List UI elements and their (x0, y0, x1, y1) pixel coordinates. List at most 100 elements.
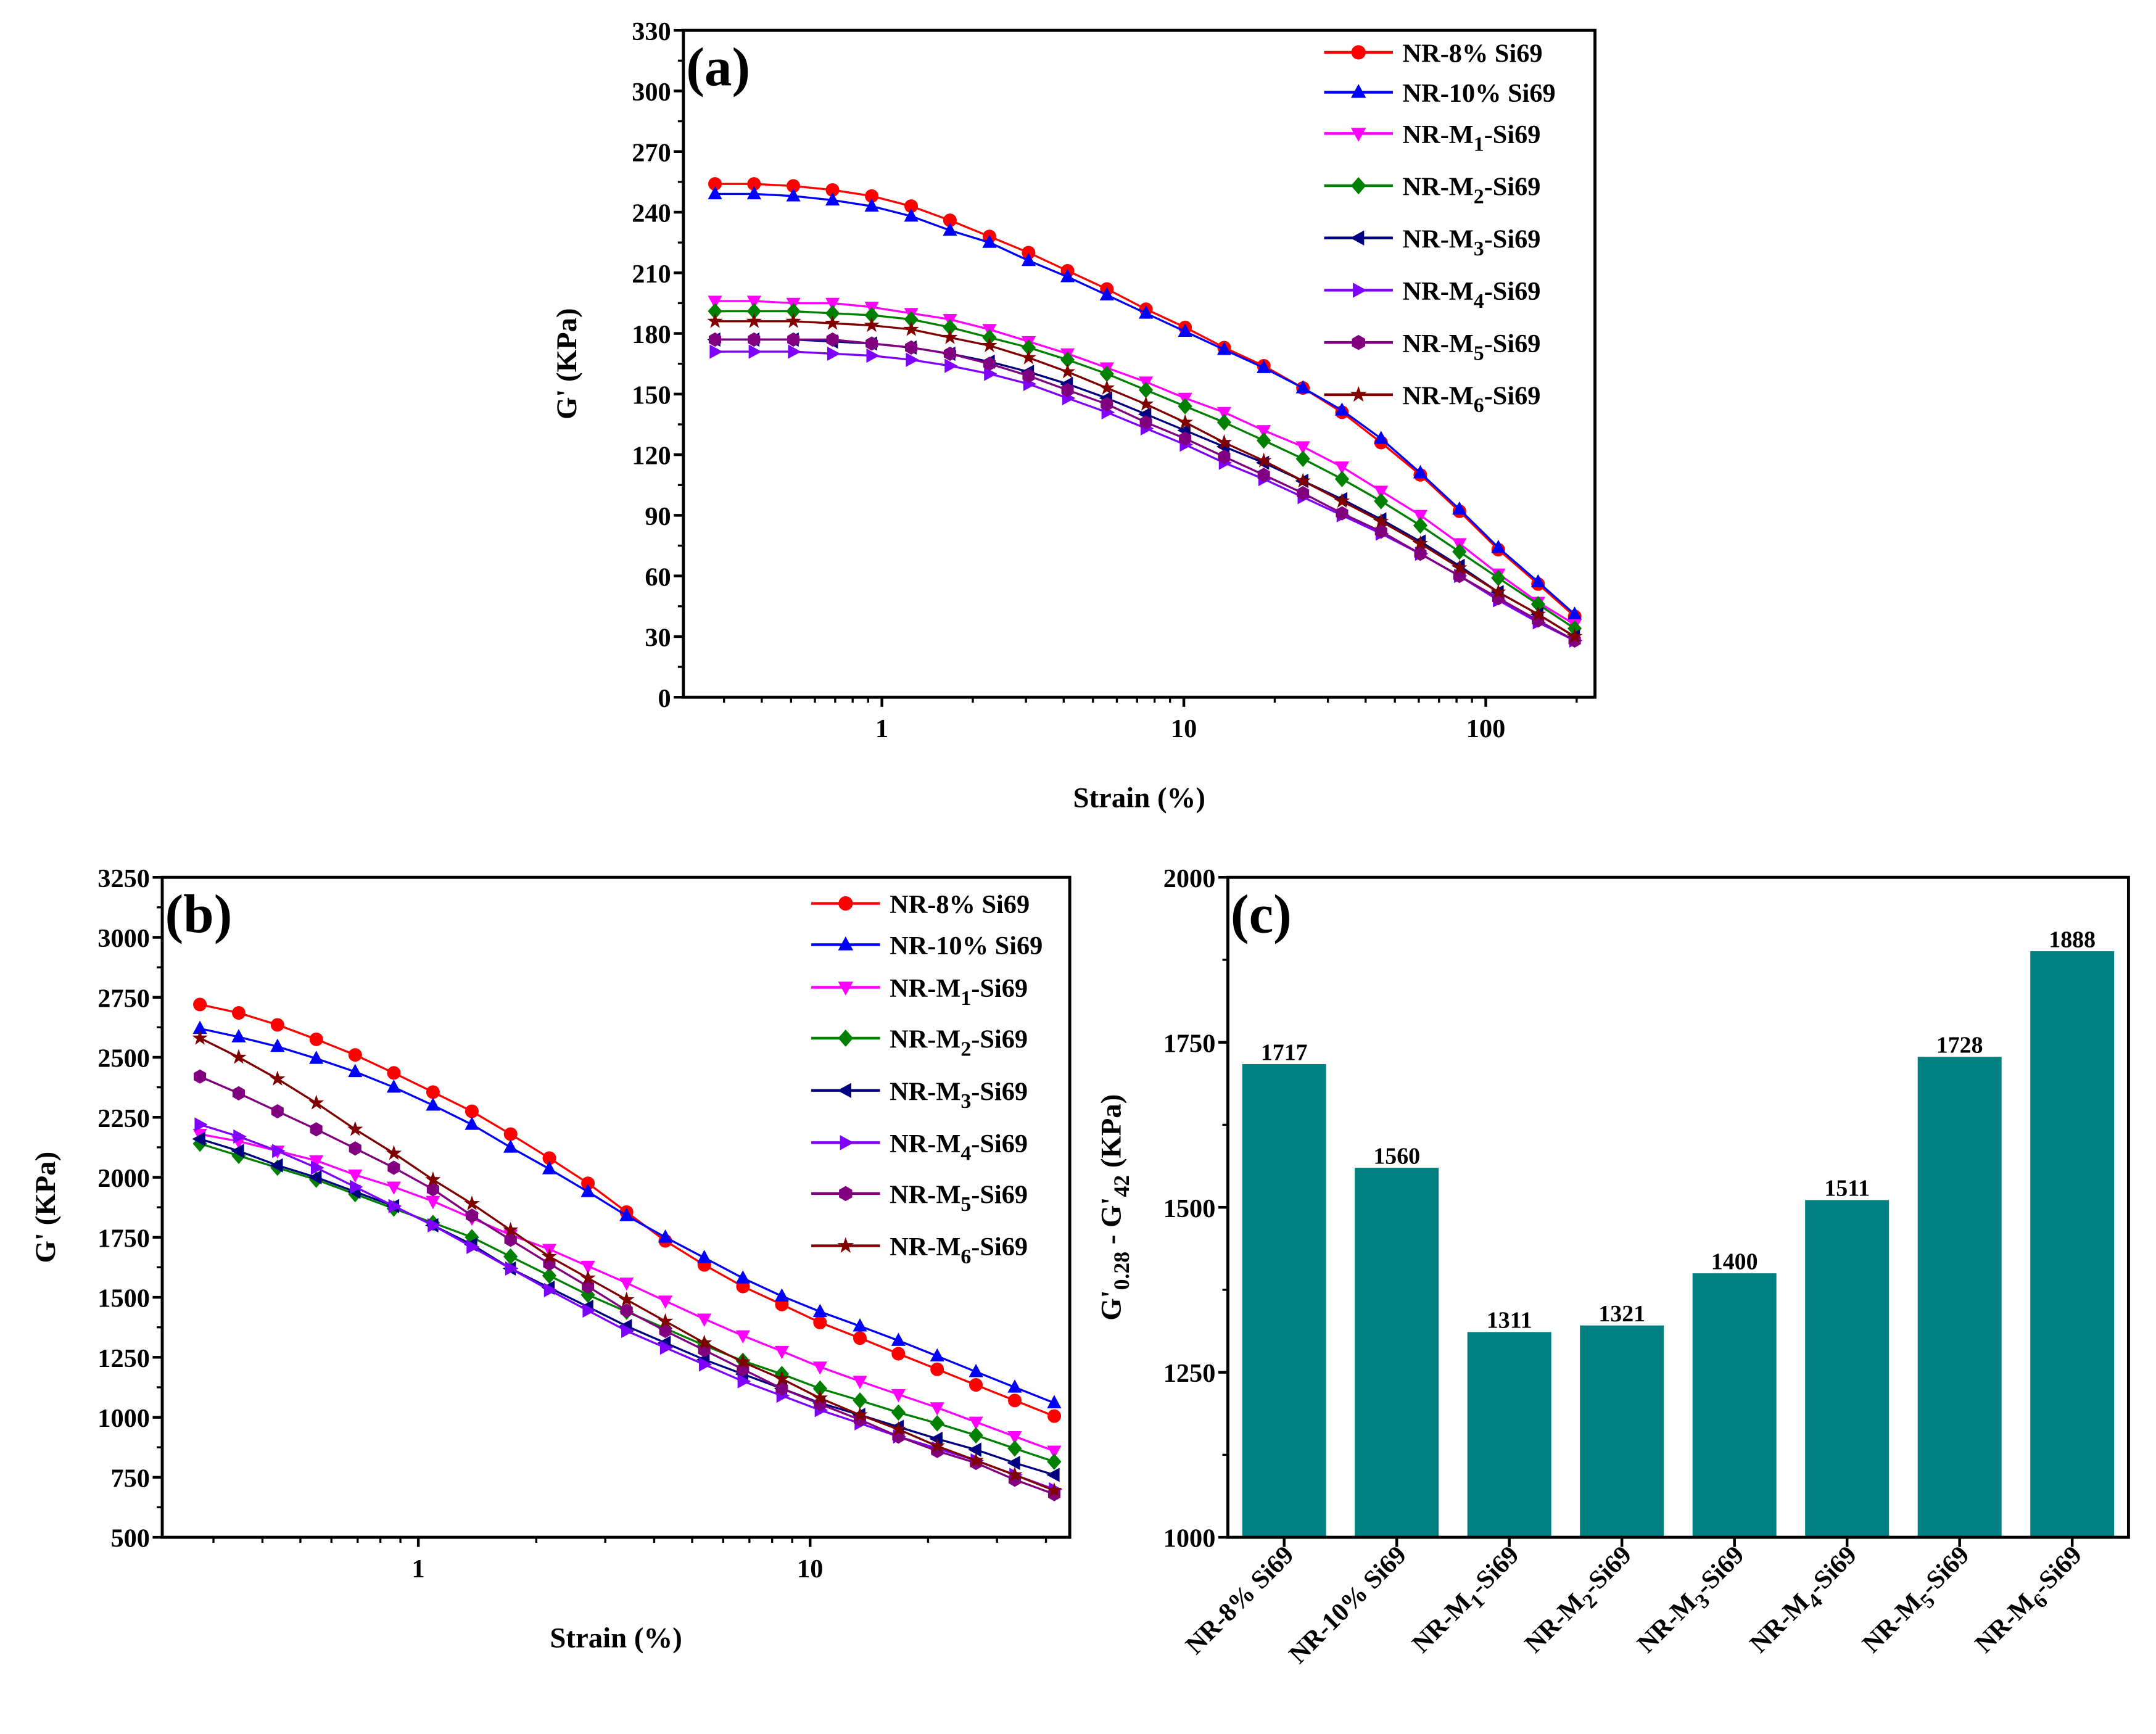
marker-triangle-up (838, 936, 854, 951)
marker-diamond (1452, 543, 1467, 560)
marker-circle (193, 997, 207, 1012)
marker-triangle-up (270, 1038, 285, 1052)
marker-triangle-down (619, 1278, 634, 1291)
marker-triangle-right (272, 1144, 286, 1158)
series-nr-m6-si69 (707, 313, 1583, 643)
x-tick-label: NR-M2-Si69 (1519, 1540, 1642, 1663)
marker-diamond (542, 1267, 557, 1284)
y-tick-label: 0 (658, 684, 671, 713)
marker-triangle-down (930, 1402, 944, 1416)
marker-hexagon (1179, 431, 1192, 446)
legend-item: NR-M4-Si69 (1324, 277, 1540, 313)
y-tick-label: 180 (632, 320, 671, 349)
marker-triangle-right (659, 1340, 674, 1355)
legend-label: NR-10% Si69 (1403, 79, 1556, 108)
marker-triangle-right (698, 1357, 712, 1372)
marker-triangle-right (233, 1129, 247, 1144)
legend-label: NR-M4-Si69 (890, 1129, 1028, 1165)
marker-diamond (825, 305, 840, 322)
panel-b: 500 750 1000 1250 1500 1750 2000 2250 2500 2750 30… (30, 864, 1072, 1654)
legend-item: NR-10% Si69 (811, 931, 1043, 960)
bar-value-label: 1888 (2049, 927, 2096, 952)
marker-hexagon (826, 332, 839, 347)
marker-diamond (904, 311, 919, 328)
marker-triangle-up (309, 1051, 324, 1064)
y-tick-label: 210 (632, 260, 671, 289)
legend-label: NR-M6-Si69 (1403, 381, 1541, 417)
bar (1917, 1057, 2002, 1538)
marker-triangle-right (906, 352, 919, 367)
marker-star (619, 1291, 635, 1307)
x-tick-label: NR-M3-Si69 (1632, 1540, 1754, 1663)
marker-diamond (1060, 351, 1075, 368)
marker-triangle-down (1374, 485, 1389, 499)
legend: NR-8% Si69 NR-10% Si69 NR-M1-Si69 NR-M2-Si6… (1324, 39, 1556, 417)
marker-circle (309, 1032, 323, 1046)
marker-triangle-up (1216, 342, 1232, 355)
marker-triangle-right (582, 1303, 596, 1318)
panel-label: (c) (1231, 884, 1292, 944)
marker-triangle-up (891, 1332, 906, 1346)
marker-hexagon (349, 1141, 361, 1156)
marker-star (968, 1452, 984, 1468)
y-tick-label: 240 (632, 199, 671, 228)
marker-triangle-left (968, 1442, 981, 1457)
marker-star (1059, 363, 1076, 379)
y-tick-label: 2000 (97, 1164, 150, 1193)
marker-triangle-down (838, 981, 854, 996)
marker-star (824, 315, 841, 330)
marker-star (1566, 628, 1583, 643)
marker-triangle-up (580, 1184, 595, 1197)
marker-triangle-right (944, 358, 958, 373)
y-tick-label: 2500 (97, 1044, 150, 1073)
marker-triangle-up (1139, 305, 1154, 319)
marker-circle (708, 177, 722, 191)
marker-triangle-up (825, 192, 840, 206)
marker-triangle-up (231, 1029, 246, 1042)
marker-triangle-up (746, 186, 761, 200)
bar-value-label: 1321 (1598, 1301, 1645, 1327)
marker-circle (853, 1331, 867, 1345)
marker-hexagon (748, 332, 761, 347)
legend-label: NR-M5-Si69 (890, 1180, 1028, 1216)
marker-hexagon (310, 1122, 323, 1137)
marker-triangle-right (827, 346, 841, 361)
legend-item: NR-M1-Si69 (1324, 120, 1540, 156)
marker-triangle-down (426, 1195, 440, 1210)
marker-triangle-up (1007, 1379, 1022, 1393)
marker-triangle-right (388, 1199, 402, 1213)
marker-star (1177, 414, 1193, 429)
marker-hexagon (232, 1086, 245, 1100)
legend-item: NR-M3-Si69 (1324, 225, 1540, 260)
marker-star (1452, 559, 1468, 575)
y-tick-label: 1250 (97, 1344, 150, 1373)
marker-star (1412, 535, 1428, 550)
marker-star (852, 1406, 868, 1422)
marker-triangle-up (192, 1020, 207, 1034)
marker-hexagon (1218, 449, 1231, 464)
marker-triangle-up (1452, 501, 1467, 515)
panel-c: 1717 NR-8% Si69 1560 NR-10% Si69 1311 NR-M1-S… (1096, 864, 2130, 1669)
marker-triangle-down (1334, 461, 1350, 475)
marker-triangle-up (1567, 606, 1582, 620)
marker-hexagon (194, 1069, 207, 1084)
marker-triangle-right (621, 1323, 635, 1339)
legend-item: NR-8% Si69 (811, 890, 1030, 919)
marker-circle (1022, 246, 1036, 260)
marker-star (942, 329, 958, 344)
series-nr-8-si69 (193, 997, 1062, 1423)
marker-triangle-right (866, 348, 880, 363)
marker-hexagon (620, 1303, 633, 1318)
marker-hexagon (659, 1323, 672, 1339)
marker-star (1007, 1466, 1023, 1482)
marker-circle (838, 896, 853, 911)
y-tick-label: 90 (645, 502, 671, 531)
y-tick-label: 120 (632, 442, 671, 471)
marker-triangle-left (308, 1170, 322, 1185)
marker-triangle-up (904, 208, 919, 222)
x-tick-label: NR-M6-Si69 (1969, 1540, 2092, 1663)
marker-triangle-down (1350, 128, 1366, 142)
marker-star (1334, 493, 1350, 508)
marker-star (837, 1237, 854, 1253)
series-nr-10-si69 (192, 1020, 1062, 1409)
